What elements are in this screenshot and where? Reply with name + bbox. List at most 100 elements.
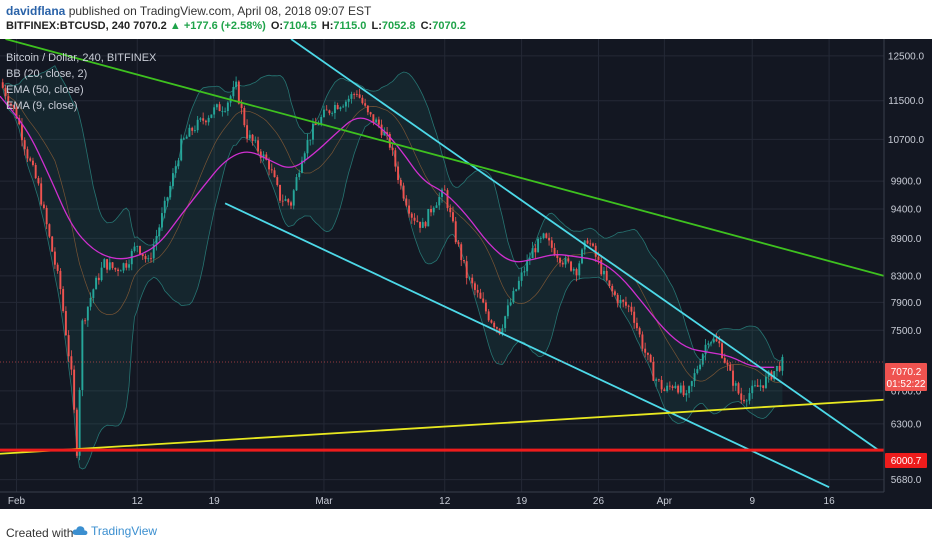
trendline-green[interactable] [5,38,885,277]
candle-body [78,390,81,456]
chart-legend: Bitcoin / Dollar, 240, BITFINEX BB (20, … [6,52,157,112]
candle-body [693,373,696,382]
candle-body [471,277,474,284]
candle-body [586,240,589,244]
price-tick-label: 11500.0 [888,96,924,107]
candle-body [688,386,691,394]
candle-body [704,344,707,355]
candle-body [597,256,600,260]
candle-body [193,130,196,132]
price-tick-label: 7500.0 [891,326,922,337]
candle-body [512,290,515,303]
candle-body [509,302,512,306]
time-axis: Feb 12 19 Mar 12 19 26 Apr 9 16 [8,496,835,507]
time-tick-label: Feb [8,496,26,507]
candle-body [45,207,48,225]
candle-body [353,94,356,95]
candle-body [89,298,92,307]
candle-body [75,409,78,456]
candle-body [191,127,194,131]
close-value: 7070.2 [432,20,466,32]
candle-body [715,339,718,342]
price-chart[interactable]: 12500.0 11500.0 10700.0 9900.0 9400.0 8900.0 8… [0,38,932,509]
legend-ema50[interactable]: EMA (50, close) [6,84,84,96]
candle-body [762,385,765,388]
candle-body [295,177,298,191]
price-tick-label: 8300.0 [891,271,922,282]
candle-body [712,339,715,343]
candle-body [463,260,465,262]
candle-body [26,149,29,159]
candle-body [67,335,70,357]
candle-body [710,342,713,344]
candle-body [644,348,647,353]
candle-body [657,379,660,381]
candle-body [161,213,163,228]
candle-body [438,196,441,206]
candle-body [204,120,207,123]
author-name[interactable]: davidflana [6,4,66,18]
candle-body [133,246,136,251]
candle-body [97,277,100,281]
trendlines[interactable] [0,38,885,488]
candle-body [649,354,652,362]
candle-body [361,97,364,104]
candle-body [501,328,504,335]
candle-body [605,270,608,281]
candle-body [86,306,89,321]
price-tick-label: 10700.0 [888,135,925,146]
candle-body [375,119,378,123]
candle-body [342,106,345,108]
candle-body [652,361,655,381]
candle-body [185,136,188,139]
price-tick-label: 9400.0 [891,204,922,215]
trendline-cyan-lower[interactable] [224,202,830,488]
candle-body [281,200,284,202]
candle-body [413,217,416,221]
candle-body [380,124,383,136]
legend-ema9[interactable]: EMA (9, close) [6,100,78,112]
time-tick-label: 12 [439,496,451,507]
candle-body [526,260,529,272]
price-tick-label: 12500.0 [888,51,925,62]
candle-body [383,132,386,136]
candle-body [759,385,762,387]
candle-body [347,98,350,102]
candle-body [542,233,545,239]
candle-body [701,354,704,365]
candle-body [611,285,614,292]
candle-body [309,139,312,141]
legend-bb[interactable]: BB (20, close, 2) [6,68,87,80]
chart-area[interactable]: 12500.0 11500.0 10700.0 9900.0 9400.0 8900.0 8… [0,38,932,509]
candle-body [369,112,372,115]
candle-body [781,356,784,371]
candle-body [18,118,21,125]
candle-body [388,134,391,148]
grid-lines [0,39,884,492]
candle-body [559,258,562,263]
candle-body [111,262,114,268]
candle-body [158,227,161,237]
candle-body [246,125,249,139]
candle-body [685,393,688,396]
candle-body [279,184,281,201]
trendline-yellow[interactable] [0,398,885,455]
candle-body [504,316,507,329]
candle-body [128,264,130,268]
candle-body [630,306,633,312]
candle-body [410,213,413,218]
tradingview-logo[interactable]: TradingView [72,524,157,538]
price-axis-background[interactable] [884,39,932,509]
time-axis-background[interactable] [0,492,932,509]
candle-body [290,202,292,206]
candle-body [139,246,141,255]
candle-body [743,399,745,402]
candle-body [317,124,320,126]
candle-body [729,364,732,371]
candle-body [556,255,559,259]
candle-body [103,259,106,268]
candle-body [435,205,438,208]
legend-title: Bitcoin / Dollar, 240, BITFINEX [6,52,157,64]
trendline-cyan-upper[interactable] [290,38,880,451]
candle-body [465,261,468,279]
